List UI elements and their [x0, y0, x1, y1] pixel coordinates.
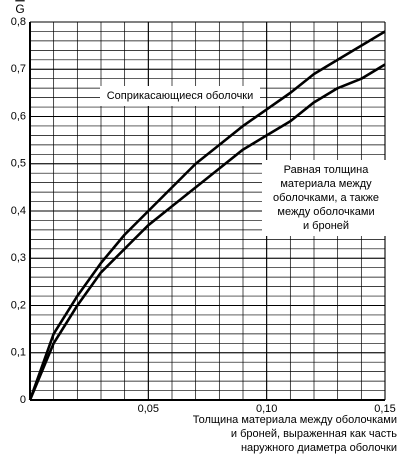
y-tick-label: 0,4 [11, 205, 26, 217]
annotation-text: и броней [303, 220, 349, 232]
y-tick-label: 0,5 [11, 158, 26, 170]
annotation-text: между оболочками [277, 206, 374, 218]
x-tick-label: 0,10 [256, 403, 277, 415]
y-tick-label: 0,1 [11, 347, 26, 359]
y-axis-label: G [15, 2, 24, 16]
x-tick-label: 0,05 [138, 403, 159, 415]
x-axis-label: наружного диаметра оболочки [241, 442, 397, 454]
data-line [28, 63, 386, 401]
annotation-box [100, 86, 260, 106]
y-tick-label: 0 [20, 394, 26, 406]
annotation-text: материала между [280, 178, 372, 190]
annotation-box [262, 160, 390, 236]
x-tick-label: 0,15 [374, 403, 395, 415]
y-tick-label: 0,8 [11, 16, 26, 28]
y-tick-label: 0,2 [11, 299, 26, 311]
annotation-text: Равная толщина [284, 164, 370, 176]
x-axis-label: Толщина материала между оболочками [193, 414, 397, 426]
y-tick-label: 0,3 [11, 252, 26, 264]
data-line [28, 30, 386, 401]
x-axis-label: и броней, выраженная как часть [231, 428, 397, 440]
annotation-text: Соприкасающиеся оболочки [107, 90, 254, 102]
annotation-text: оболочками, а также [273, 192, 379, 204]
y-tick-label: 0,7 [11, 63, 26, 75]
y-tick-label: 0,6 [11, 110, 26, 122]
